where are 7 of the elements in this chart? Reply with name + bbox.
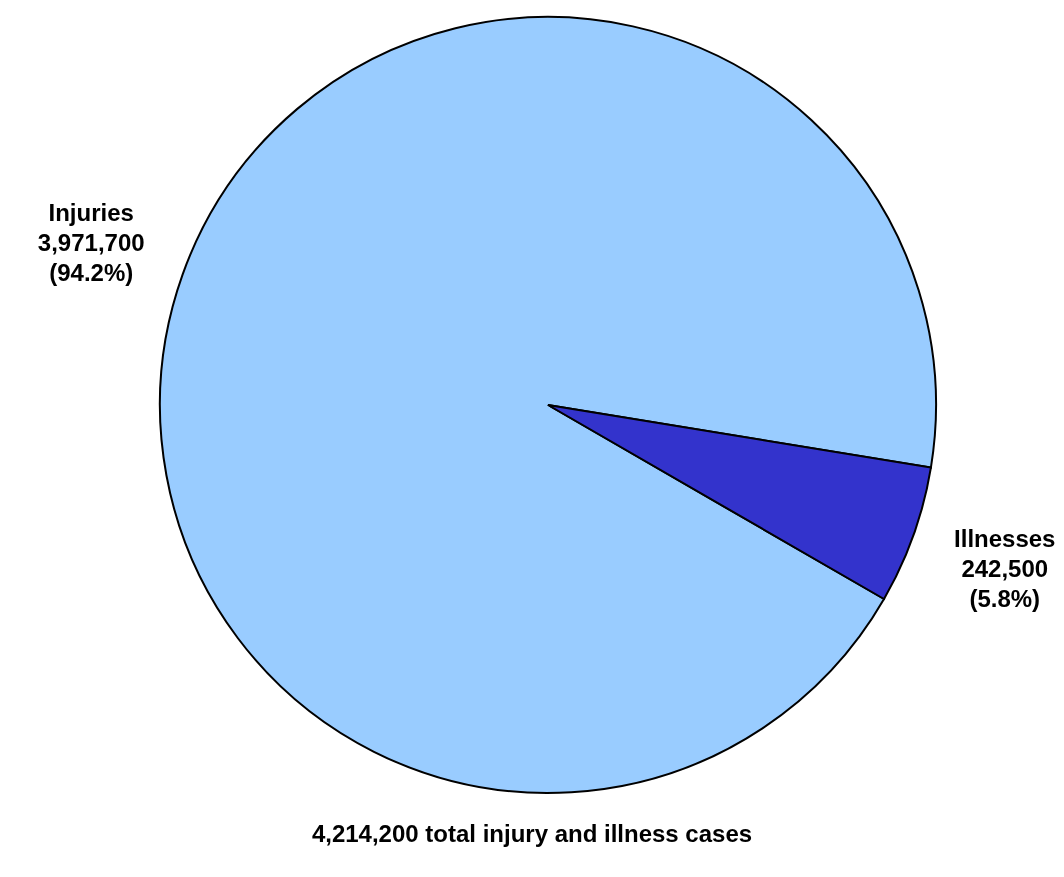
text: 4,214,200 total injury and illness cases <box>310 820 754 848</box>
pie-slice <box>159 16 937 794</box>
slice-label: Injuries <box>48 198 134 226</box>
slice-label: Illnesses <box>954 524 1056 552</box>
data-label: 3,971,700 (94.2%) <box>37 228 145 286</box>
data-label: 242,500 (5.8%) <box>961 554 1049 612</box>
pie-slice <box>547 404 932 600</box>
